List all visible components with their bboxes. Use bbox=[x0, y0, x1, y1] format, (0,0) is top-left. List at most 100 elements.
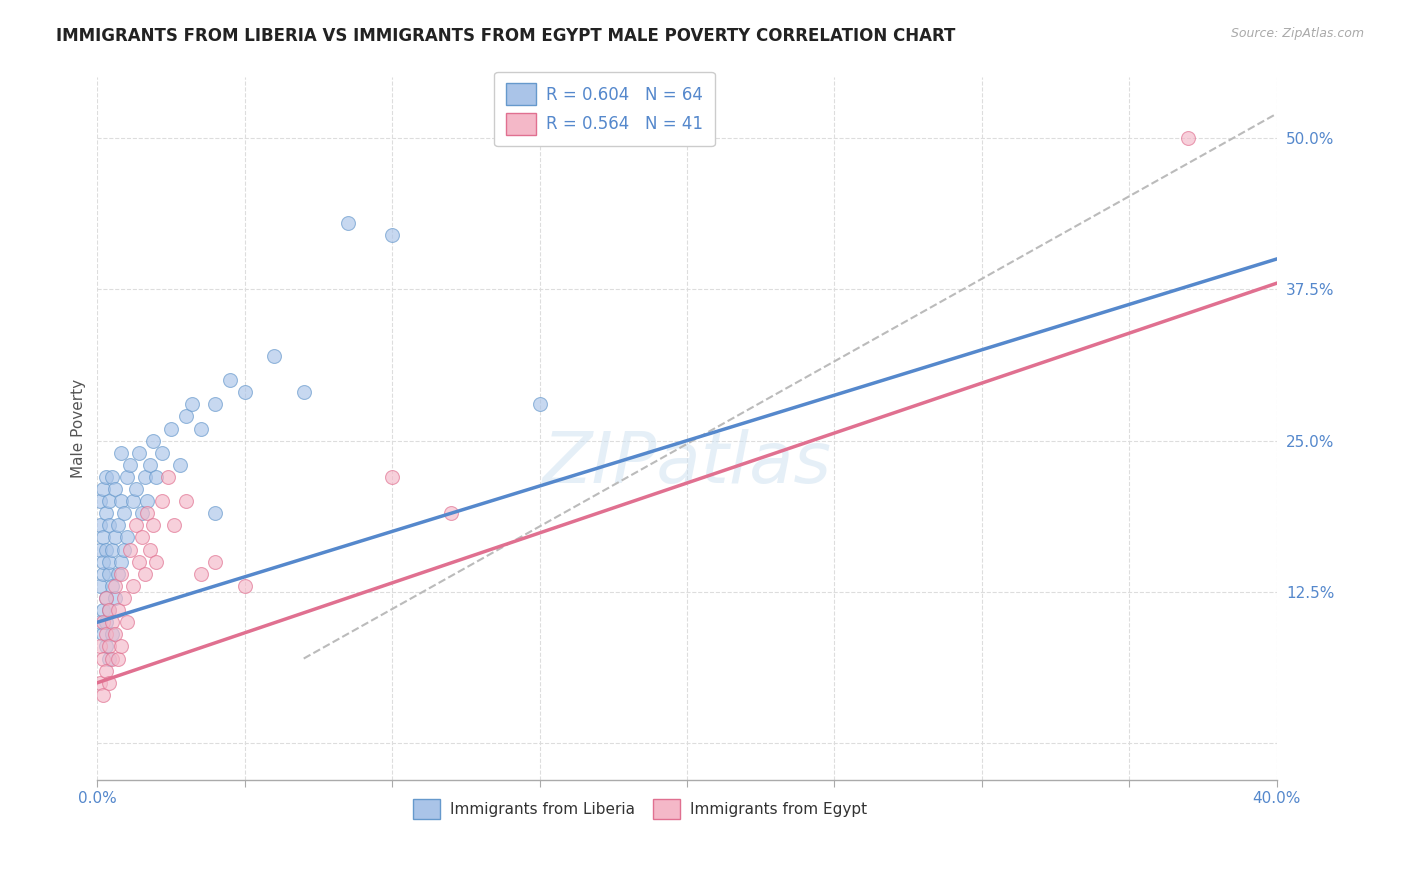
Point bbox=[142, 518, 165, 533]
Point bbox=[104, 579, 127, 593]
Point bbox=[190, 566, 212, 581]
Point bbox=[219, 373, 242, 387]
Point bbox=[104, 591, 127, 605]
Point bbox=[96, 591, 118, 605]
Point bbox=[134, 470, 156, 484]
Point bbox=[98, 555, 121, 569]
Point bbox=[107, 518, 129, 533]
Point bbox=[96, 506, 118, 520]
Point bbox=[98, 603, 121, 617]
Point bbox=[89, 542, 111, 557]
Point bbox=[110, 566, 132, 581]
Point bbox=[529, 397, 551, 411]
Point bbox=[115, 615, 138, 630]
Point bbox=[263, 349, 285, 363]
Point bbox=[440, 506, 463, 520]
Point bbox=[98, 566, 121, 581]
Point bbox=[91, 566, 114, 581]
Y-axis label: Male Poverty: Male Poverty bbox=[72, 379, 86, 478]
Text: ZIPatlas: ZIPatlas bbox=[543, 429, 831, 498]
Text: IMMIGRANTS FROM LIBERIA VS IMMIGRANTS FROM EGYPT MALE POVERTY CORRELATION CHART: IMMIGRANTS FROM LIBERIA VS IMMIGRANTS FR… bbox=[56, 27, 956, 45]
Point bbox=[110, 446, 132, 460]
Point bbox=[112, 542, 135, 557]
Point bbox=[180, 397, 202, 411]
Point bbox=[204, 506, 226, 520]
Point bbox=[160, 421, 183, 435]
Text: Source: ZipAtlas.com: Source: ZipAtlas.com bbox=[1230, 27, 1364, 40]
Point bbox=[124, 482, 146, 496]
Point bbox=[131, 531, 153, 545]
Point bbox=[91, 627, 114, 641]
Point bbox=[121, 494, 143, 508]
Point bbox=[110, 640, 132, 654]
Legend: Immigrants from Liberia, Immigrants from Egypt: Immigrants from Liberia, Immigrants from… bbox=[406, 793, 873, 824]
Point bbox=[121, 579, 143, 593]
Point bbox=[96, 542, 118, 557]
Point bbox=[98, 603, 121, 617]
Point bbox=[112, 506, 135, 520]
Point bbox=[150, 494, 173, 508]
Point bbox=[110, 494, 132, 508]
Point bbox=[381, 227, 404, 242]
Point bbox=[174, 494, 197, 508]
Point bbox=[107, 651, 129, 665]
Point bbox=[96, 627, 118, 641]
Point bbox=[204, 555, 226, 569]
Point bbox=[139, 542, 162, 557]
Point bbox=[131, 506, 153, 520]
Point bbox=[142, 434, 165, 448]
Point bbox=[145, 470, 167, 484]
Point bbox=[139, 458, 162, 472]
Point bbox=[98, 494, 121, 508]
Point bbox=[91, 615, 114, 630]
Point bbox=[89, 675, 111, 690]
Point bbox=[101, 627, 124, 641]
Point bbox=[96, 470, 118, 484]
Point bbox=[89, 494, 111, 508]
Point bbox=[89, 615, 111, 630]
Point bbox=[91, 688, 114, 702]
Point bbox=[89, 640, 111, 654]
Point bbox=[115, 531, 138, 545]
Point bbox=[136, 494, 159, 508]
Point bbox=[233, 579, 256, 593]
Point bbox=[107, 603, 129, 617]
Point bbox=[169, 458, 191, 472]
Point bbox=[112, 591, 135, 605]
Point bbox=[124, 518, 146, 533]
Point bbox=[292, 385, 315, 400]
Point bbox=[1177, 131, 1199, 145]
Point bbox=[107, 566, 129, 581]
Point bbox=[157, 470, 180, 484]
Point bbox=[91, 482, 114, 496]
Point bbox=[91, 531, 114, 545]
Point bbox=[96, 615, 118, 630]
Point bbox=[101, 615, 124, 630]
Point bbox=[98, 651, 121, 665]
Point bbox=[134, 566, 156, 581]
Point bbox=[145, 555, 167, 569]
Point bbox=[110, 555, 132, 569]
Point bbox=[128, 555, 150, 569]
Point bbox=[91, 651, 114, 665]
Point bbox=[101, 579, 124, 593]
Point bbox=[89, 579, 111, 593]
Point bbox=[163, 518, 186, 533]
Point bbox=[104, 627, 127, 641]
Point bbox=[101, 542, 124, 557]
Point bbox=[89, 518, 111, 533]
Point bbox=[115, 470, 138, 484]
Point bbox=[204, 397, 226, 411]
Point bbox=[118, 542, 141, 557]
Point bbox=[136, 506, 159, 520]
Point bbox=[104, 482, 127, 496]
Point bbox=[98, 675, 121, 690]
Point bbox=[190, 421, 212, 435]
Point bbox=[150, 446, 173, 460]
Point bbox=[233, 385, 256, 400]
Point bbox=[128, 446, 150, 460]
Point bbox=[118, 458, 141, 472]
Point bbox=[98, 518, 121, 533]
Point bbox=[96, 640, 118, 654]
Point bbox=[98, 640, 121, 654]
